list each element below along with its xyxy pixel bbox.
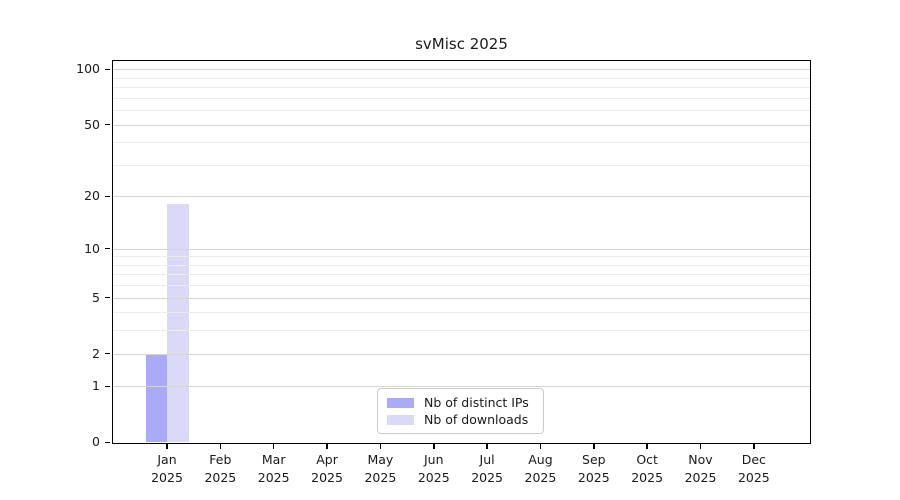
y-tick-label-10: 10: [84, 240, 100, 256]
major-gridline-50: [112, 124, 811, 126]
minor-gridline-9: [112, 256, 811, 258]
minor-gridline-60: [112, 110, 811, 112]
x-tick-label-sep: Sep 2025: [577, 452, 610, 485]
minor-gridline-6: [112, 285, 811, 287]
x-tick-mark-dec: [753, 444, 755, 449]
minor-gridline-4: [112, 312, 811, 314]
minor-gridline-90: [112, 77, 811, 79]
legend-item-downloads: Nb of downloads: [387, 411, 533, 428]
x-tick-label-dec: Dec 2025: [737, 452, 770, 485]
major-gridline-10: [112, 248, 811, 250]
legend: Nb of distinct IPs Nb of downloads: [377, 388, 544, 434]
plot-area: 0 1 2 5 10 20 50 100 Jan 2025 Feb 2025 Mar 2025 Apr…: [76, 60, 811, 485]
minor-gridline-7: [112, 274, 811, 276]
y-tick-mark-1: [105, 385, 111, 388]
legend-item-distinct-ips: Nb of distinct IPs: [387, 394, 533, 411]
x-tick-mark-mar: [272, 444, 275, 449]
y-tick-mark-20: [105, 195, 111, 198]
minor-gridline-80: [112, 87, 811, 89]
x-tick-label-feb: Feb 2025: [204, 452, 237, 485]
x-tick-mark-sep: [593, 444, 595, 449]
major-gridline-100: [112, 69, 811, 71]
y-tick-label-1: 1: [92, 378, 100, 394]
x-tick-mark-aug: [539, 444, 542, 449]
y-tick-mark-100: [105, 68, 111, 71]
x-tick-label-nov: Nov 2025: [684, 452, 717, 485]
chart-title: svMisc 2025: [415, 35, 508, 53]
x-tick-label-may: May 2025: [364, 452, 397, 485]
x-tick-mark-jun: [432, 444, 435, 449]
x-tick-label-oct: Oct 2025: [631, 452, 664, 485]
x-tick-mark-apr: [326, 444, 328, 449]
y-tick-label-5: 5: [92, 289, 100, 305]
x-tick-mark-jan: [166, 444, 168, 449]
major-gridline-2: [112, 353, 811, 355]
y-tick-label-2: 2: [92, 345, 100, 361]
x-tick-label-jan: Jan 2025: [151, 452, 183, 485]
x-tick-label-jun: Jun 2025: [417, 452, 450, 485]
legend-label-downloads: Nb of downloads: [424, 412, 529, 427]
minor-gridline-30: [112, 164, 811, 166]
y-tick-label-100: 100: [76, 61, 100, 77]
minor-gridline-40: [112, 142, 811, 144]
y-tick-mark-5: [105, 296, 111, 299]
x-tick-mark-feb: [219, 444, 222, 449]
x-tick-label-apr: Apr 2025: [311, 452, 343, 485]
y-tick-mark-2: [105, 352, 111, 355]
x-tick-label-aug: Aug 2025: [524, 452, 557, 485]
x-tick-label-mar: Mar 2025: [257, 452, 290, 485]
y-tick-mark-0: [105, 441, 111, 444]
y-tick-label-20: 20: [84, 188, 100, 204]
y-tick-label-0: 0: [92, 434, 100, 450]
legend-swatch-downloads: [387, 414, 414, 425]
minor-gridline-8: [112, 264, 811, 266]
major-gridline-1: [112, 386, 811, 388]
legend-swatch-distinct-ips: [387, 397, 414, 408]
minor-gridline-70: [112, 97, 811, 99]
x-tick-mark-oct: [646, 444, 648, 449]
x-tick-mark-may: [379, 444, 382, 449]
y-tick-mark-50: [105, 123, 111, 126]
x-tick-label-jul: Jul 2025: [471, 452, 503, 485]
x-tick-mark-nov: [699, 444, 702, 449]
major-gridline-20: [112, 196, 811, 198]
legend-label-distinct-ips: Nb of distinct IPs: [424, 395, 529, 410]
bar-jan-downloads: [167, 204, 189, 443]
major-gridline-5: [112, 297, 811, 299]
minor-gridline-3: [112, 330, 811, 332]
y-tick-mark-10: [105, 247, 111, 250]
bar-jan-distinct-ips: [145, 353, 167, 443]
x-tick-mark-jul: [486, 444, 488, 449]
y-tick-label-50: 50: [84, 116, 100, 132]
